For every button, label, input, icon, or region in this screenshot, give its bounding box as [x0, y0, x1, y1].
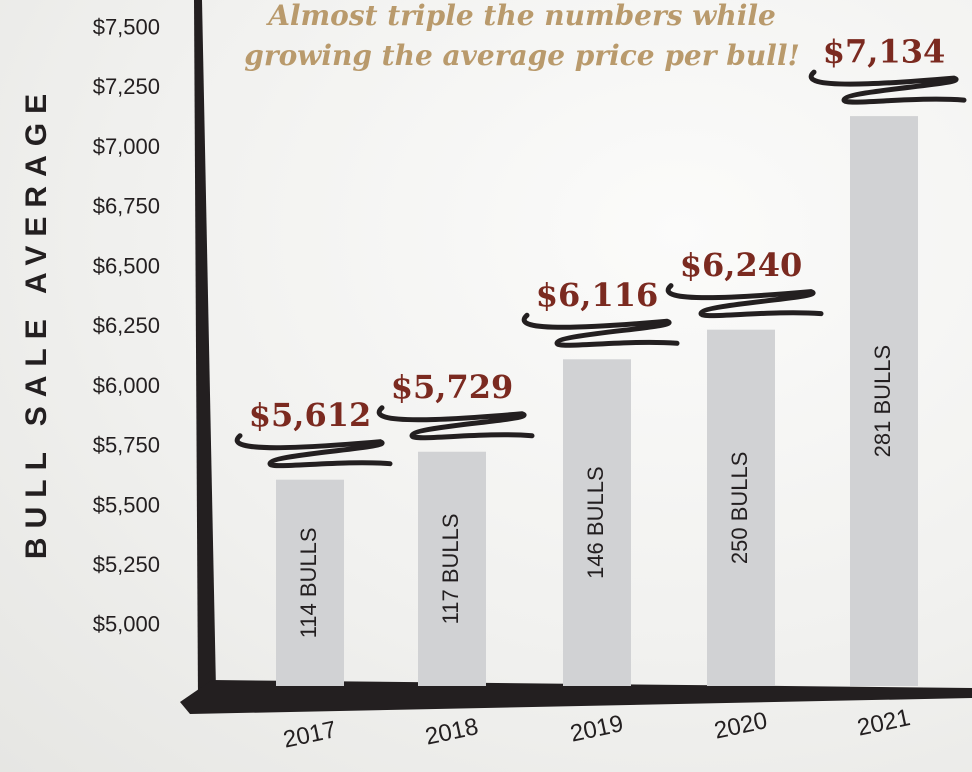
y-tick-label: $6,500 [93, 253, 160, 278]
bar-text: 114 BULLS [296, 527, 321, 638]
value-label: $6,240 [680, 246, 802, 284]
value-label: $5,612 [249, 396, 371, 434]
squiggle [524, 315, 677, 345]
y-tick-label: $5,750 [93, 433, 160, 458]
chart: BULL SALE AVERAGE $5,000 $5,250 $5,500 $5,7… [0, 0, 972, 772]
squiggle [379, 408, 532, 438]
y-tick-label: $7,250 [93, 74, 160, 99]
value-label: $5,729 [391, 368, 513, 406]
bar-text: 250 BULLS [727, 452, 752, 565]
x-tick-label: 2021 [855, 704, 913, 742]
x-tick-label: 2020 [712, 707, 770, 745]
y-axis-line [194, 0, 216, 700]
squiggle [668, 286, 821, 316]
annotation: Almost triple the numbers while growing … [232, 0, 812, 76]
value-label: $6,116 [536, 276, 658, 314]
y-tick-label: $5,250 [93, 552, 160, 577]
x-tick-label: 2019 [568, 710, 626, 748]
x-tick-label: 2017 [281, 716, 339, 754]
y-tick-label: $6,750 [93, 194, 160, 219]
value-label: $7,134 [823, 33, 945, 71]
squiggle [237, 436, 390, 466]
page: {"chart_data": {"type": "bar", "annotati… [0, 0, 972, 772]
bar-text: 117 BULLS [438, 513, 463, 624]
y-tick-label: $7,500 [93, 14, 160, 39]
y-tick-label: $5,500 [93, 492, 160, 517]
bar-text: 281 BULLS [870, 345, 895, 458]
y-tick-label: $6,250 [93, 313, 160, 338]
y-tick-label: $7,000 [93, 134, 160, 159]
x-tick-label: 2018 [423, 713, 481, 751]
bar-text: 146 BULLS [583, 466, 608, 579]
y-axis-title: BULL SALE AVERAGE [20, 85, 53, 559]
y-tick-label: $5,000 [93, 612, 160, 637]
squiggle [811, 72, 964, 102]
y-tick-label: $6,000 [93, 373, 160, 398]
